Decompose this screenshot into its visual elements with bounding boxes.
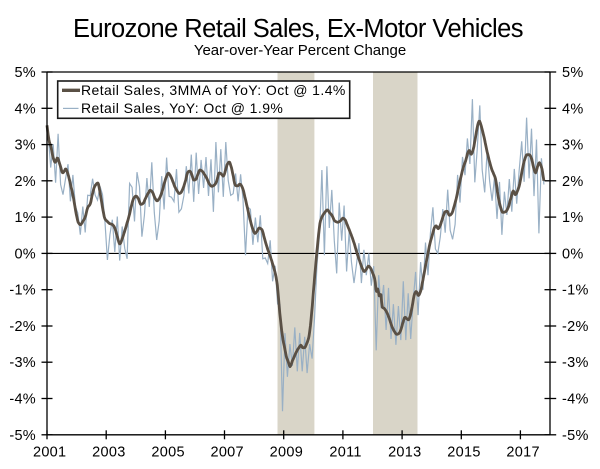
svg-text:0%: 0% (14, 246, 36, 262)
svg-text:Year-over-Year Percent Change: Year-over-Year Percent Change (194, 42, 406, 59)
svg-text:2003: 2003 (92, 445, 125, 461)
svg-text:5%: 5% (562, 65, 584, 81)
svg-text:3%: 3% (14, 138, 36, 154)
svg-text:5%: 5% (14, 65, 36, 81)
svg-text:-2%: -2% (9, 319, 36, 335)
svg-text:-1%: -1% (9, 283, 36, 299)
svg-text:-1%: -1% (562, 283, 589, 299)
svg-text:2%: 2% (562, 174, 584, 190)
svg-text:2005: 2005 (151, 445, 184, 461)
svg-text:2017: 2017 (506, 445, 539, 461)
svg-text:-3%: -3% (9, 355, 36, 371)
svg-text:2015: 2015 (447, 445, 480, 461)
svg-text:3%: 3% (562, 138, 584, 154)
svg-text:2013: 2013 (388, 445, 421, 461)
svg-text:-3%: -3% (562, 355, 589, 371)
svg-text:Retail Sales, YoY: Oct @ 1.9%: Retail Sales, YoY: Oct @ 1.9% (81, 100, 283, 116)
svg-text:2001: 2001 (33, 445, 66, 461)
svg-text:4%: 4% (14, 101, 36, 117)
svg-text:Eurozone Retail Sales, Ex-Moto: Eurozone Retail Sales, Ex-Motor Vehicles (73, 15, 523, 43)
svg-text:-5%: -5% (562, 428, 589, 444)
svg-text:2009: 2009 (270, 445, 303, 461)
svg-text:2%: 2% (14, 174, 36, 190)
svg-text:2007: 2007 (210, 445, 243, 461)
svg-text:1%: 1% (14, 210, 36, 226)
svg-text:-4%: -4% (9, 392, 36, 408)
svg-text:-4%: -4% (562, 392, 589, 408)
svg-text:Retail Sales, 3MMA of YoY: Oct: Retail Sales, 3MMA of YoY: Oct @ 1.4% (81, 82, 346, 98)
svg-text:-5%: -5% (9, 428, 36, 444)
svg-text:-2%: -2% (562, 319, 589, 335)
svg-text:4%: 4% (562, 101, 584, 117)
svg-text:2011: 2011 (329, 445, 361, 461)
svg-text:0%: 0% (562, 246, 584, 262)
svg-text:1%: 1% (562, 210, 584, 226)
